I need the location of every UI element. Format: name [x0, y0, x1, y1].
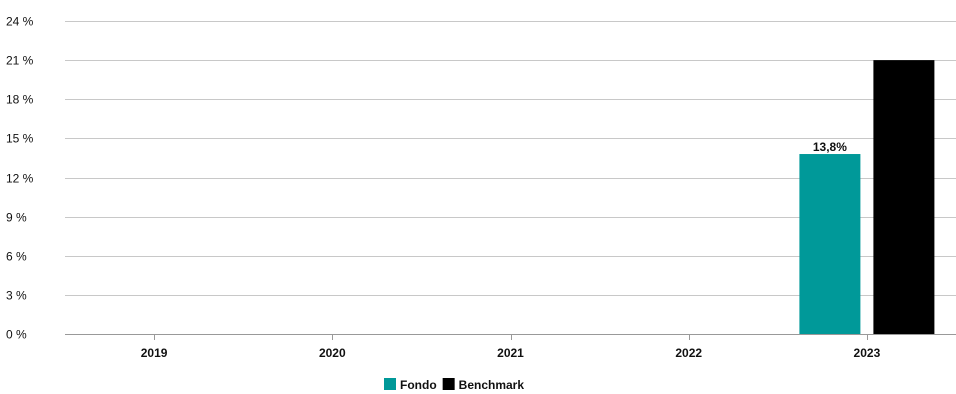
x-tick-label: 2022: [675, 346, 702, 360]
bar-benchmark-2023: [873, 60, 935, 334]
x-axis: 2019 2020 2021 2022 2023: [141, 334, 881, 360]
y-tick-label: 18 %: [6, 93, 34, 107]
x-tick-label: 2023: [854, 346, 881, 360]
x-tick-label: 2021: [497, 346, 524, 360]
legend-swatch-fondo: [384, 378, 396, 390]
y-tick-label: 15 %: [6, 132, 34, 146]
x-tick-label: 2020: [319, 346, 346, 360]
x-tick-label: 2019: [141, 346, 168, 360]
data-label: 13,8%: [813, 140, 847, 154]
legend-swatch-benchmark: [442, 378, 455, 390]
y-tick-label: 12 %: [6, 172, 34, 186]
y-tick-label: 9 %: [6, 211, 27, 225]
legend-label-benchmark: Benchmark: [459, 378, 525, 392]
y-tick-label: 24 %: [6, 15, 34, 29]
legend-label-fondo: Fondo: [400, 378, 437, 392]
y-tick-label: 6 %: [6, 250, 27, 264]
bars: 13,8%: [799, 60, 935, 334]
y-axis-ticks: 0 % 3 % 6 % 9 % 12 % 15 % 18 % 21 % 24 %: [6, 15, 34, 342]
y-tick-label: 3 %: [6, 289, 27, 303]
y-tick-label: 21 %: [6, 54, 34, 68]
bar-fondo-2023: [799, 154, 861, 334]
y-tick-label: 0 %: [6, 328, 27, 342]
gridlines: [65, 21, 956, 335]
legend: Fondo Benchmark: [384, 378, 524, 392]
